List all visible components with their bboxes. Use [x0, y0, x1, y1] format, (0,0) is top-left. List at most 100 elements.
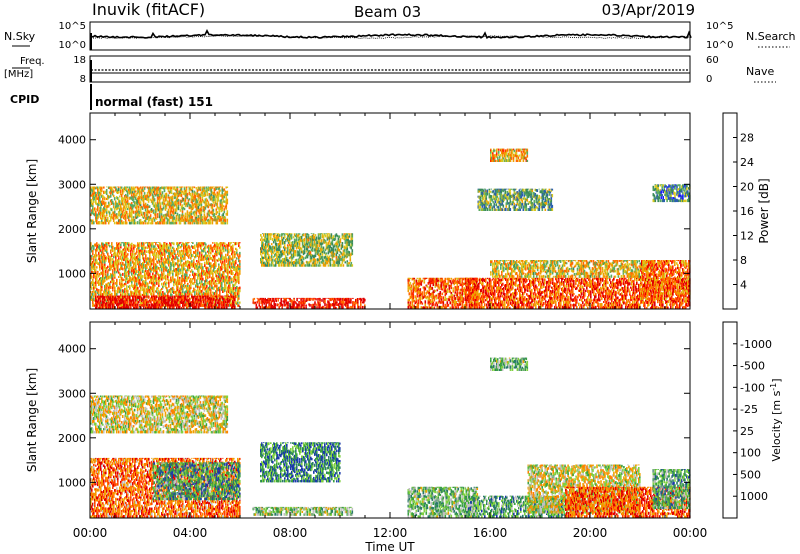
scatter-cell: [144, 287, 146, 289]
scatter-cell: [178, 246, 180, 249]
scatter-cell: [352, 242, 354, 244]
scatter-cell: [311, 259, 313, 261]
scatter-cell: [214, 257, 216, 260]
scatter-cell: [234, 256, 236, 258]
scatter-cell: [205, 246, 207, 249]
scatter-cell: [103, 271, 105, 273]
scatter-cell: [239, 252, 241, 255]
scatter-cell: [115, 187, 117, 189]
scatter-cell: [109, 203, 111, 206]
scatter-cell: [156, 248, 158, 250]
scatter-cell: [226, 260, 228, 263]
scatter-cell: [270, 237, 272, 240]
scatter-cell: [296, 259, 298, 262]
scatter-cell: [197, 249, 199, 252]
scatter-cell: [206, 260, 208, 262]
scatter-cell: [232, 245, 234, 248]
scatter-cell: [334, 255, 336, 257]
scatter-cell: [285, 264, 287, 267]
scatter-cell: [93, 258, 95, 261]
scatter-cell: [132, 207, 134, 209]
scatter-cell: [110, 252, 112, 254]
scatter-cell: [349, 243, 351, 246]
scatter-cell: [133, 298, 135, 301]
scatter-cell: [110, 286, 112, 289]
scatter-cell: [319, 301, 321, 304]
nsearch-tick-bottom: 10^0: [706, 40, 733, 51]
scatter-cell: [133, 304, 135, 307]
scatter-cell: [230, 304, 232, 306]
scatter-cell: [239, 263, 241, 266]
scatter-cell: [154, 282, 156, 284]
scatter-cell: [112, 289, 114, 291]
scatter-cell: [116, 242, 118, 244]
scatter-cell: [112, 258, 114, 261]
scatter-cell: [269, 256, 271, 259]
scatter-cell: [190, 287, 192, 289]
scatter-cell: [118, 245, 120, 247]
scatter-cell: [164, 293, 166, 295]
scatter-cell: [104, 296, 106, 298]
scatter-cell: [183, 265, 185, 268]
scatter-cell: [271, 255, 273, 258]
scatter-cell: [159, 260, 161, 262]
scatter-cell: [161, 296, 163, 299]
scatter-cell: [139, 259, 141, 261]
scatter-cell: [156, 255, 158, 258]
scatter-cell: [315, 254, 317, 257]
scatter-cell: [157, 287, 159, 289]
scatter-cell: [232, 256, 234, 259]
scatter-cell: [199, 252, 201, 255]
scatter-cell: [152, 244, 154, 246]
scatter-cell: [194, 245, 196, 247]
scatter-cell: [180, 242, 182, 243]
scatter-cell: [107, 299, 109, 301]
scatter-cell: [238, 279, 240, 281]
scatter-cell: [281, 264, 283, 266]
scatter-cell: [352, 244, 354, 246]
scatter-cell: [116, 282, 118, 285]
scatter-cell: [319, 299, 321, 301]
scatter-cell: [304, 238, 306, 241]
scatter-cell: [215, 272, 217, 274]
scatter-cell: [193, 261, 195, 264]
scatter-cell: [140, 269, 142, 272]
scatter-cell: [156, 296, 158, 298]
scatter-cell: [92, 250, 94, 253]
scatter-cell: [333, 235, 335, 238]
scatter-cell: [126, 222, 128, 225]
scatter-cell: [95, 200, 97, 202]
scatter-cell: [338, 238, 340, 240]
scatter-cell: [174, 250, 176, 253]
scatter-cell: [169, 250, 171, 253]
scatter-cell: [96, 266, 98, 268]
scatter-cell: [120, 289, 122, 291]
scatter-cell: [100, 209, 102, 211]
scatter-cell: [145, 277, 147, 279]
scatter-cell: [337, 251, 339, 254]
scatter-cell: [173, 289, 175, 291]
freq-panel-frame: [90, 56, 690, 82]
scatter-cell: [348, 265, 350, 267]
scatter-cell: [342, 245, 344, 248]
scatter-cell: [117, 216, 119, 219]
scatter-cell: [111, 187, 113, 188]
scatter-cell: [288, 246, 290, 249]
scatter-cell: [191, 260, 193, 263]
scatter-cell: [221, 282, 223, 285]
scatter-cell: [207, 255, 209, 257]
scatter-cell: [116, 285, 118, 287]
scatter-cell: [144, 289, 146, 292]
scatter-cell: [127, 187, 129, 188]
scatter-cell: [138, 208, 140, 210]
scatter-cell: [303, 304, 305, 307]
scatter-cell: [132, 253, 134, 256]
scatter-cell: [238, 281, 240, 284]
scatter-cell: [172, 296, 174, 297]
scatter-cell: [99, 297, 101, 299]
scatter-cell: [223, 274, 225, 277]
scatter-cell: [111, 293, 113, 296]
scatter-cell: [133, 250, 135, 252]
scatter-cell: [184, 268, 186, 270]
scatter-cell: [147, 283, 149, 285]
